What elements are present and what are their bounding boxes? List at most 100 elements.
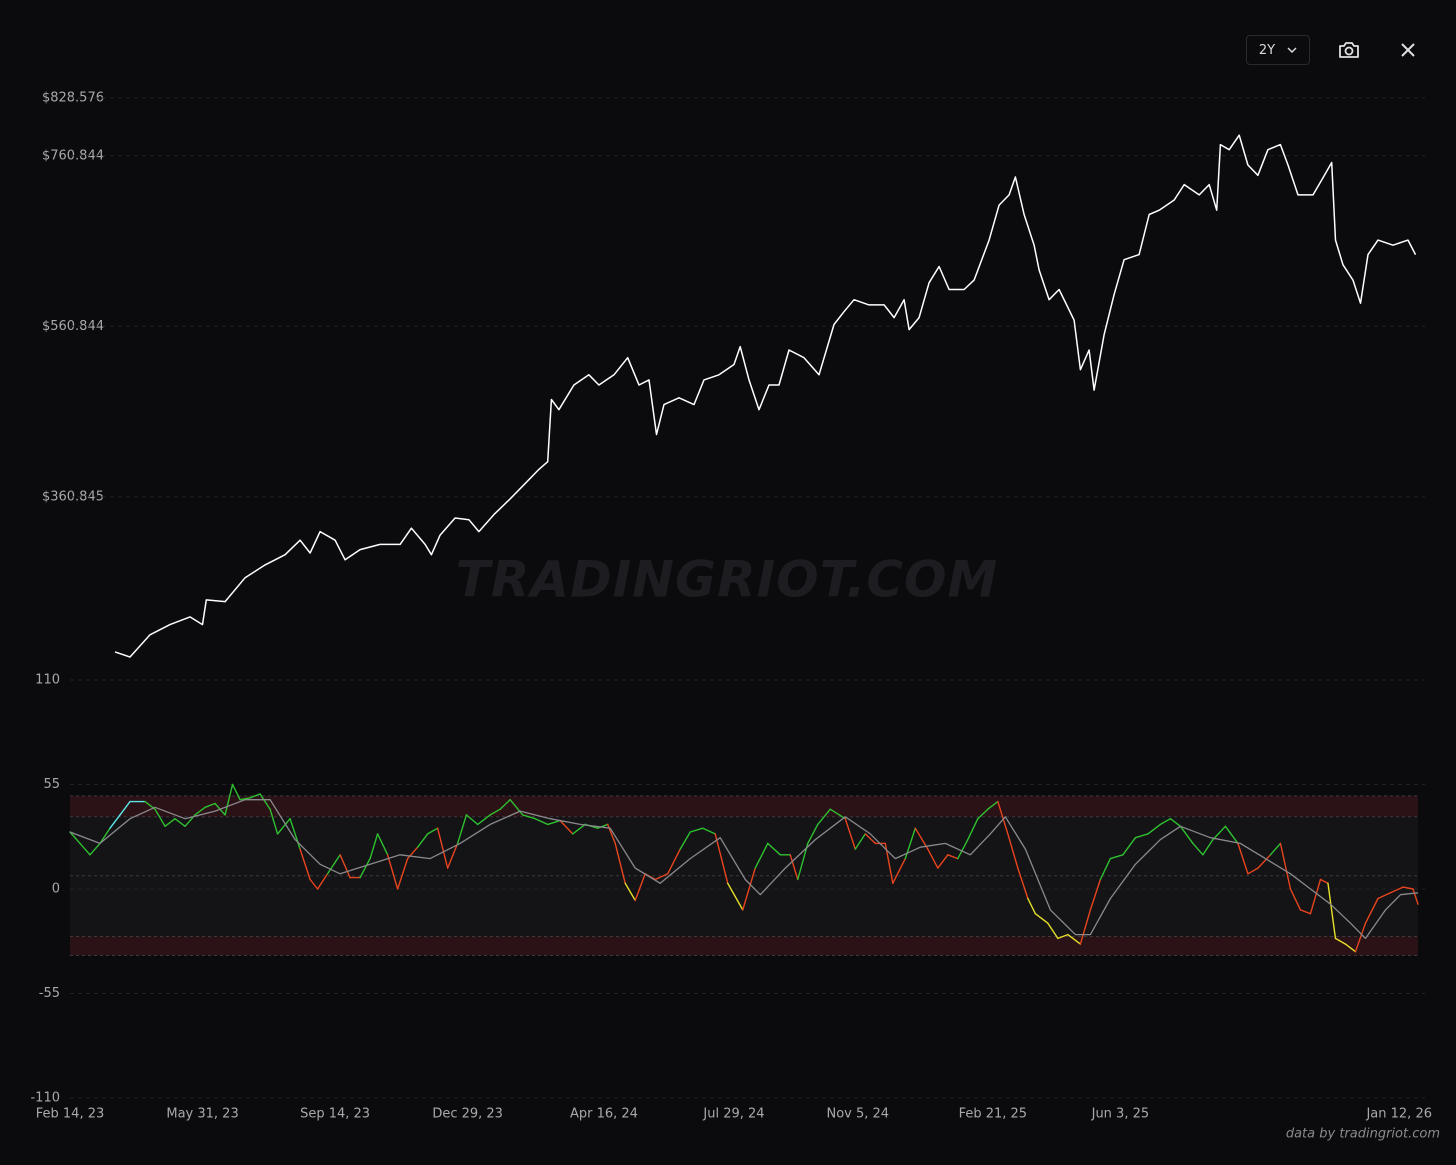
oscillator-segment <box>534 818 549 826</box>
oscillator-segment <box>1047 922 1059 940</box>
close-icon <box>1401 43 1415 57</box>
oscillator-segment <box>436 827 449 869</box>
oscillator-segment <box>829 808 846 820</box>
oscillator-segment <box>634 873 646 902</box>
price-line <box>114 134 1417 658</box>
y-tick-label: 110 <box>35 673 60 688</box>
x-tick-label: Feb 21, 25 <box>959 1107 1028 1122</box>
screenshot-button[interactable] <box>1334 35 1364 65</box>
oscillator-segment <box>596 823 609 829</box>
oscillator-segment <box>396 857 409 890</box>
range-select[interactable]: 2Y <box>1246 35 1310 65</box>
oscillator-segment <box>1327 882 1337 940</box>
oscillator-segment <box>386 854 399 890</box>
oscillator-segment <box>1202 838 1214 856</box>
oscillator-segment <box>714 833 729 884</box>
oscillator-segment <box>99 827 111 845</box>
range-label: 2Y <box>1258 42 1276 58</box>
oscillator-segment <box>154 808 166 827</box>
oscillator-segment <box>987 800 999 810</box>
oscillator-segment <box>1179 825 1194 845</box>
camera-icon <box>1339 42 1359 58</box>
oscillator-segment <box>767 842 781 856</box>
oscillator-segment <box>476 814 491 826</box>
oscillator-segment <box>426 827 439 835</box>
oscillator-segment <box>1089 878 1102 911</box>
signal-line <box>69 799 1419 940</box>
oscillator-segment <box>489 808 501 816</box>
oscillator-segment <box>1067 933 1082 945</box>
oscillator-segment <box>1212 825 1227 841</box>
oscillator-segment <box>1134 833 1149 839</box>
x-tick-label: Nov 5, 24 <box>826 1107 889 1122</box>
oscillator-segment <box>1257 854 1272 869</box>
oscillator-segment <box>702 827 716 835</box>
oscillator-segment <box>1159 818 1172 826</box>
oscillator-segment <box>1147 823 1162 835</box>
oscillator-segment <box>1269 842 1282 856</box>
oscillator-segment <box>854 833 866 850</box>
oscillator-segment <box>1364 897 1379 924</box>
oscillator-segment <box>376 833 389 856</box>
oscillator-segment <box>1412 888 1419 905</box>
oscillator-segment <box>521 814 536 820</box>
oscillator-segment <box>1017 867 1029 900</box>
oscillator-segment <box>1334 937 1347 945</box>
oscillator-segment <box>249 793 261 799</box>
oscillator-segment <box>571 823 586 835</box>
oscillator-segment <box>967 818 979 841</box>
oscillator-segment <box>1099 857 1112 881</box>
oscillator-segment <box>119 800 131 816</box>
oscillator-segment <box>914 827 929 850</box>
oscillator-segment <box>69 831 81 845</box>
oscillator-segment <box>1057 933 1069 940</box>
oscillator-segment <box>339 854 351 879</box>
oscillator-segment <box>299 848 311 881</box>
oscillator-segment <box>1224 825 1239 845</box>
oscillator-segment <box>667 848 681 875</box>
oscillator-segment <box>164 818 176 827</box>
close-button[interactable] <box>1393 35 1423 65</box>
oscillator-segment <box>79 842 91 856</box>
oscillator-segment <box>309 878 319 890</box>
oscillator-segment <box>614 842 626 884</box>
x-tick-label: Jun 3, 25 <box>1091 1107 1150 1122</box>
x-tick-label: Dec 29, 23 <box>432 1107 503 1122</box>
oscillator-segment <box>679 831 691 850</box>
y-tick-label: 55 <box>43 777 60 792</box>
oscillator-segment <box>1027 897 1037 915</box>
oscillator-segment <box>465 814 479 826</box>
oscillator-segment <box>239 797 251 801</box>
oscillator-segment <box>1247 867 1259 875</box>
y-tick-label: -55 <box>39 986 60 1001</box>
oscillator-segment <box>359 857 371 879</box>
oscillator-segment <box>1319 878 1329 884</box>
watermark: TRADINGRIOT.COM <box>456 551 998 609</box>
oscillator-segment <box>446 842 459 869</box>
oscillator-segment <box>456 814 468 845</box>
oscillator-segment <box>727 882 744 911</box>
y-tick-label: -110 <box>30 1091 60 1106</box>
oscillator-segment <box>174 818 186 827</box>
oscillator-segment <box>1389 886 1404 894</box>
oscillator-segment <box>997 800 1009 835</box>
oscillator-segment <box>807 823 819 845</box>
x-tick-label: Jul 29, 24 <box>702 1107 764 1122</box>
oscillator-segment <box>1237 842 1249 875</box>
oscillator-segment <box>289 818 301 850</box>
oscillator-segment <box>892 857 907 884</box>
oscillator-segment <box>1122 837 1137 856</box>
oscillator-segment <box>406 846 419 860</box>
oscillator-segment <box>654 873 669 881</box>
oscillator-segment <box>194 806 206 816</box>
oscillator-segment <box>797 842 809 881</box>
band <box>70 936 1418 956</box>
oscillator-segment <box>369 833 379 860</box>
oscillator-segment <box>937 854 949 869</box>
oscillator-segment <box>1344 943 1357 953</box>
oscillator-segment <box>624 882 636 902</box>
oscillator-segment <box>927 848 939 869</box>
oscillator-segment <box>416 833 429 848</box>
oscillator-segment <box>1279 842 1292 890</box>
x-tick-label: Sep 14, 23 <box>300 1107 370 1122</box>
